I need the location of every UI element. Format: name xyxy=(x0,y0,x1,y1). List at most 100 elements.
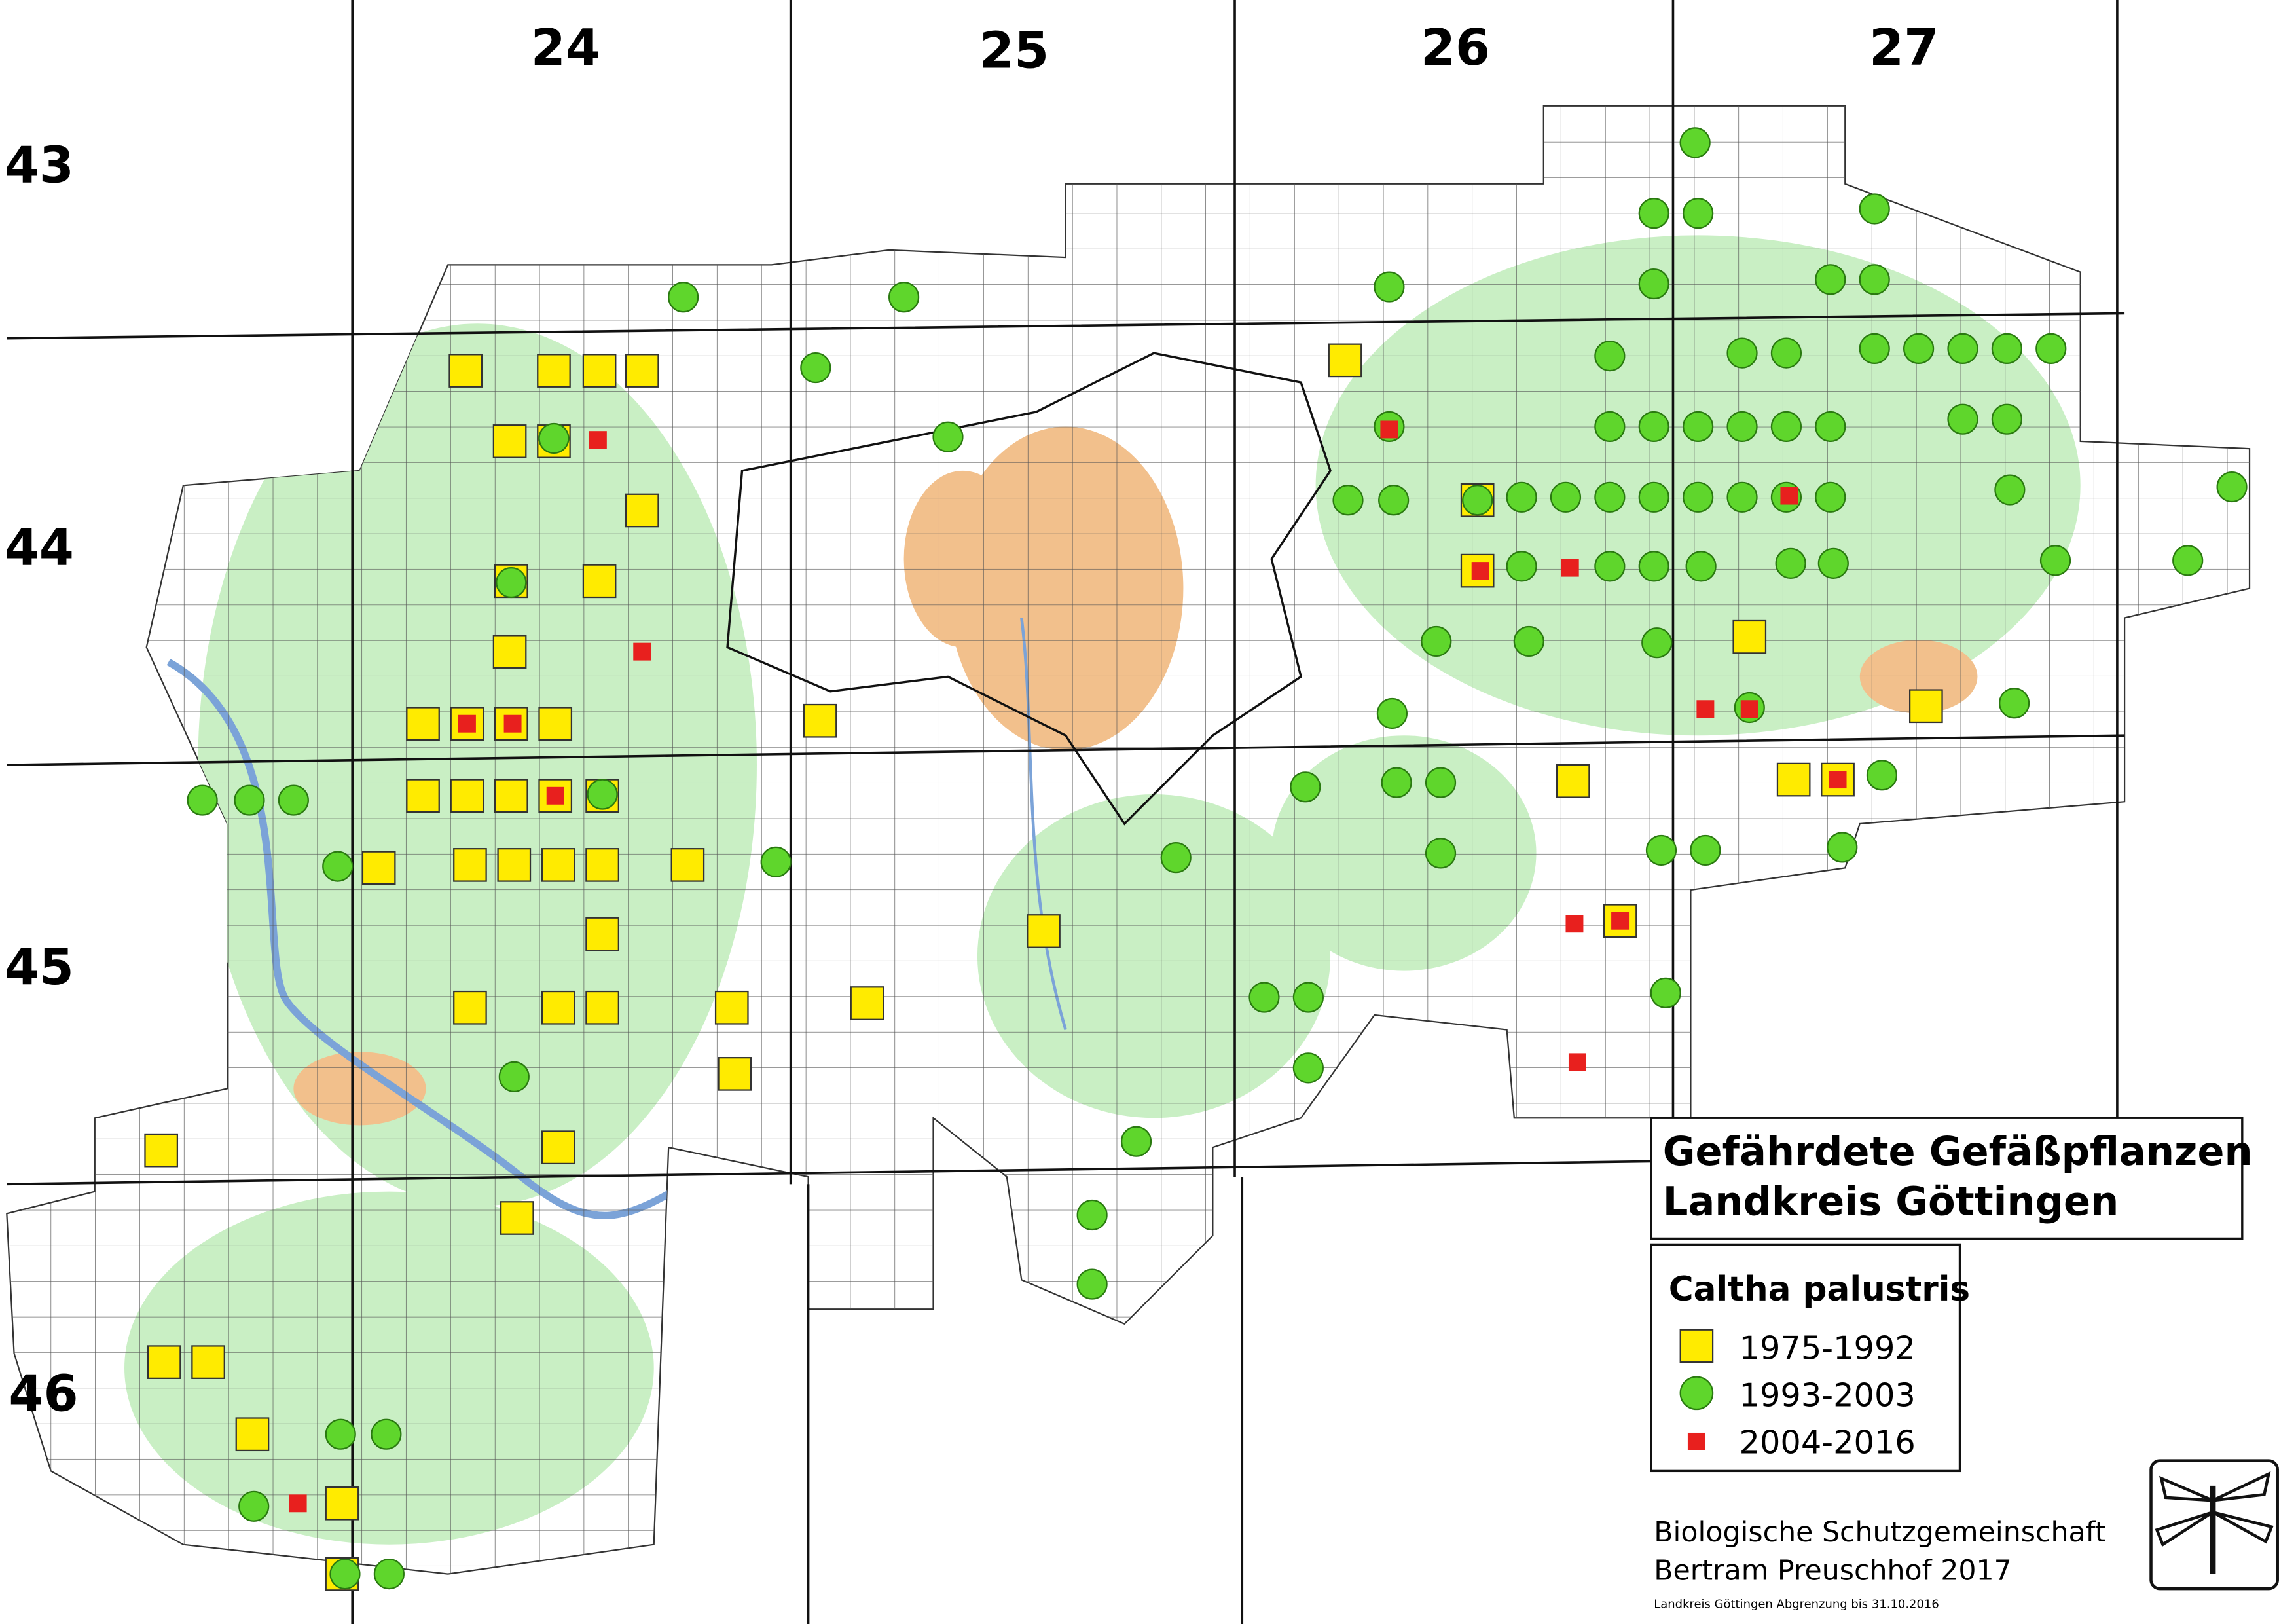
period-2-marker xyxy=(187,784,218,816)
period-1-marker xyxy=(538,707,573,741)
period-2-marker xyxy=(1076,1268,1108,1300)
period-2-marker xyxy=(1815,264,1846,295)
period-2-marker xyxy=(1770,337,1802,369)
period-2-marker xyxy=(238,1490,270,1522)
period-2-marker xyxy=(2039,545,2071,576)
period-2-marker xyxy=(1859,264,1890,295)
period-2-marker xyxy=(1425,838,1457,869)
period-2-marker xyxy=(1594,481,1626,513)
legend-symbol xyxy=(1679,1376,1714,1411)
legend-label: 1975-1992 xyxy=(1740,1329,1916,1367)
legend: Caltha palustris 1975-1992 1993-2003 200… xyxy=(1650,1243,1970,1473)
period-2-marker xyxy=(1775,547,1806,579)
grid-column-label: 27 xyxy=(1869,19,1939,77)
period-2-marker xyxy=(1645,834,1677,866)
period-2-marker xyxy=(1332,485,1364,516)
period-2-marker xyxy=(234,784,265,816)
period-1-marker xyxy=(191,1345,225,1379)
grid-row-label: 44 xyxy=(5,519,74,578)
period-1-marker xyxy=(147,1345,181,1379)
period-1-marker xyxy=(585,848,619,882)
period-3-marker xyxy=(1568,1053,1586,1071)
period-2-marker xyxy=(587,779,618,810)
period-2-marker xyxy=(1292,1052,1324,1084)
period-1-marker xyxy=(450,779,484,813)
period-1-marker xyxy=(541,848,575,882)
period-2-marker xyxy=(1770,411,1802,443)
occurrence-markers xyxy=(144,127,2248,1591)
period-2-marker xyxy=(1947,403,1978,435)
period-2-marker xyxy=(888,282,920,313)
period-2-marker xyxy=(1690,834,1721,866)
period-3-marker xyxy=(633,642,651,661)
period-2-marker xyxy=(1381,767,1412,798)
period-2-marker xyxy=(1991,403,2022,435)
period-3-marker xyxy=(289,1494,307,1513)
period-2-marker xyxy=(1594,341,1626,372)
period-1-marker xyxy=(1776,762,1811,797)
period-3-marker xyxy=(1611,912,1630,930)
period-2-marker xyxy=(1462,485,1493,516)
period-2-marker xyxy=(800,352,831,384)
period-2-marker xyxy=(498,1061,530,1092)
period-1-marker xyxy=(718,1057,752,1091)
period-1-marker xyxy=(537,354,571,388)
period-2-marker xyxy=(373,1559,405,1590)
period-2-marker xyxy=(1292,982,1324,1013)
period-1-marker xyxy=(448,354,483,388)
period-1-marker xyxy=(625,354,659,388)
credit: Biologische Schutzgemeinschaft xyxy=(1654,1516,2105,1549)
period-2-marker xyxy=(668,282,699,313)
note: Landkreis Göttingen Abgrenzung bis 31.10… xyxy=(1654,1597,1939,1611)
period-2-marker xyxy=(1638,481,1669,513)
period-2-marker xyxy=(1641,627,1673,659)
period-2-marker xyxy=(1947,333,1978,364)
period-1-marker xyxy=(492,635,527,669)
period-2-marker xyxy=(1683,198,1714,229)
period-2-marker xyxy=(1594,411,1626,443)
period-2-marker xyxy=(1425,767,1457,798)
period-2-marker xyxy=(1685,551,1717,582)
period-2-marker xyxy=(1726,337,1758,369)
period-1-marker xyxy=(1556,764,1590,798)
period-3-marker xyxy=(1561,559,1579,577)
period-1-marker xyxy=(492,424,527,458)
period-2-marker xyxy=(1679,127,1711,158)
period-1-marker xyxy=(585,990,619,1025)
period-1-marker xyxy=(453,848,487,882)
period-2-marker xyxy=(1638,268,1669,300)
period-2-marker xyxy=(1290,771,1321,803)
period-2-marker xyxy=(322,851,354,882)
period-2-marker xyxy=(2172,545,2204,576)
period-2-marker xyxy=(1594,551,1626,582)
period-1-marker xyxy=(582,354,617,388)
logo xyxy=(2149,1459,2279,1591)
period-3-marker xyxy=(1565,915,1584,933)
period-1-marker xyxy=(453,990,487,1025)
period-2-marker xyxy=(1513,625,1544,657)
period-3-marker xyxy=(503,714,522,733)
period-2-marker xyxy=(1866,760,1898,791)
period-3-marker xyxy=(1829,771,1847,789)
period-1-marker xyxy=(541,990,575,1025)
grid-column-label: 25 xyxy=(979,22,1049,80)
period-2-marker xyxy=(1994,474,2026,506)
period-2-marker xyxy=(1076,1199,1108,1231)
period-1-marker xyxy=(325,1486,359,1521)
period-2-marker xyxy=(1638,551,1669,582)
grid-row-label: 43 xyxy=(5,137,74,195)
period-2-marker xyxy=(1991,333,2022,364)
period-2-marker xyxy=(1550,481,1582,513)
period-2-marker xyxy=(1421,625,1452,657)
period-1-marker xyxy=(714,990,749,1025)
period-2-marker xyxy=(2035,333,2067,364)
period-3-marker xyxy=(1471,562,1489,580)
period-2-marker xyxy=(1817,547,1849,579)
period-1-marker xyxy=(406,707,440,741)
period-1-marker xyxy=(625,493,659,528)
period-2-marker xyxy=(371,1418,402,1450)
period-1-marker xyxy=(144,1133,179,1168)
period-1-marker xyxy=(670,848,705,882)
period-2-marker xyxy=(1248,982,1280,1013)
